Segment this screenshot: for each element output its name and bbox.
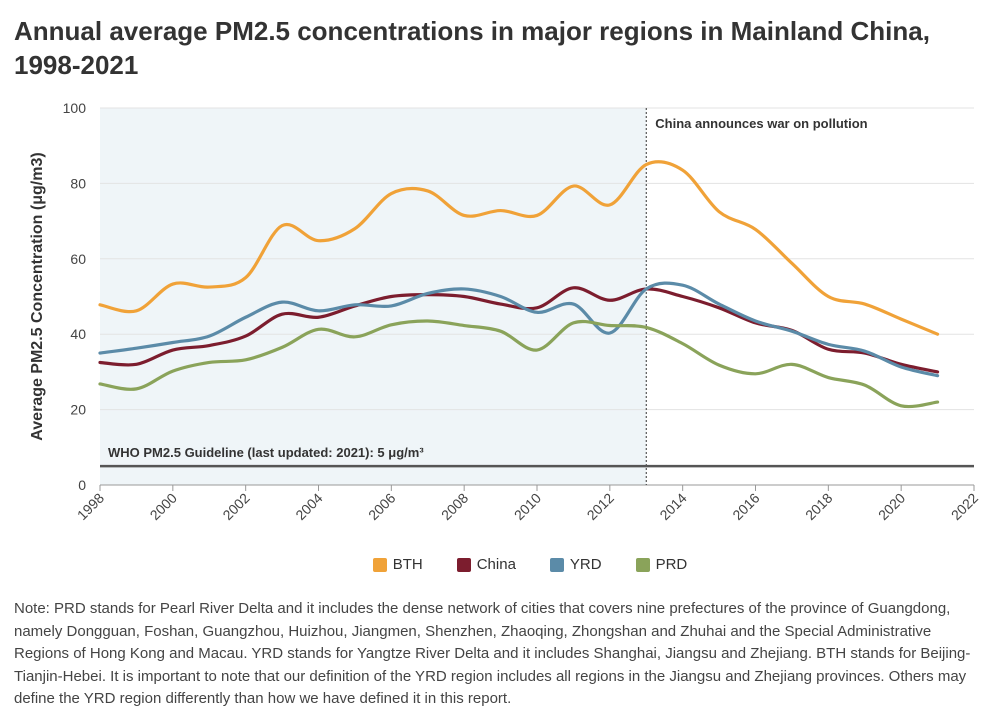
grid-lines bbox=[100, 107, 974, 411]
legend-item-yrd[interactable]: YRD bbox=[549, 556, 602, 573]
x-axis-ticks: 1998 2000 2002 2004 2006 2008 2010 2012 2014 2016… bbox=[74, 485, 981, 523]
line-chart: 0 20 40 60 80 100 1998 2000 2002 2004 2006 2008 201… bbox=[29, 100, 981, 523]
series-line-yrd bbox=[98, 281, 940, 378]
y-tick-label: 20 bbox=[70, 402, 86, 418]
legend-label: PRD bbox=[655, 556, 688, 573]
legend-swatch bbox=[372, 557, 387, 572]
y-axis-ticks: 0 20 40 60 80 100 bbox=[63, 100, 87, 493]
legend-item-bth[interactable]: BTH bbox=[372, 556, 423, 573]
x-tick-label: 2016 bbox=[729, 490, 762, 523]
y-tick-label: 100 bbox=[63, 100, 87, 116]
y-tick-label: 0 bbox=[78, 477, 86, 493]
pre-2013-shaded-region bbox=[100, 108, 647, 485]
x-tick-label: 2004 bbox=[292, 490, 325, 523]
x-tick-label: 2012 bbox=[584, 490, 617, 523]
x-tick-label: 2014 bbox=[656, 490, 689, 523]
x-tick-label: 2022 bbox=[948, 490, 981, 523]
legend: BTH China YRD PRD bbox=[0, 556, 1000, 573]
y-tick-label: 40 bbox=[70, 326, 86, 342]
legend-swatch bbox=[456, 557, 471, 572]
legend-swatch bbox=[549, 557, 564, 572]
x-tick-label: 2020 bbox=[875, 490, 908, 523]
footnote: Note: PRD stands for Pearl River Delta a… bbox=[14, 600, 971, 707]
legend-swatch bbox=[635, 557, 650, 572]
x-tick-label: 2018 bbox=[802, 490, 835, 523]
war-on-pollution-label: China announces war on pollution bbox=[655, 116, 867, 131]
who-guideline-label: WHO PM2.5 Guideline (last updated: 2021)… bbox=[108, 445, 424, 460]
chart-title: Annual average PM2.5 concentrations in m… bbox=[14, 16, 930, 80]
series-line-bth bbox=[98, 160, 940, 336]
series-line-prd bbox=[98, 319, 940, 409]
x-tick-label: 2008 bbox=[438, 490, 471, 523]
x-tick-label: 2000 bbox=[147, 490, 180, 523]
data-series bbox=[98, 160, 940, 409]
legend-item-china[interactable]: China bbox=[456, 556, 516, 573]
legend-label: BTH bbox=[392, 556, 423, 573]
x-tick-label: 1998 bbox=[74, 490, 107, 523]
x-tick-label: 2006 bbox=[365, 490, 398, 523]
x-tick-label: 2010 bbox=[511, 490, 544, 523]
legend-item-prd[interactable]: PRD bbox=[635, 556, 688, 573]
y-tick-label: 80 bbox=[70, 175, 86, 191]
y-tick-label: 60 bbox=[70, 251, 86, 267]
x-tick-label: 2002 bbox=[219, 490, 252, 523]
y-axis-title: Average PM2.5 Concentration (μg/m3) bbox=[29, 152, 46, 440]
legend-label: China bbox=[476, 556, 516, 573]
legend-label: YRD bbox=[569, 556, 602, 573]
